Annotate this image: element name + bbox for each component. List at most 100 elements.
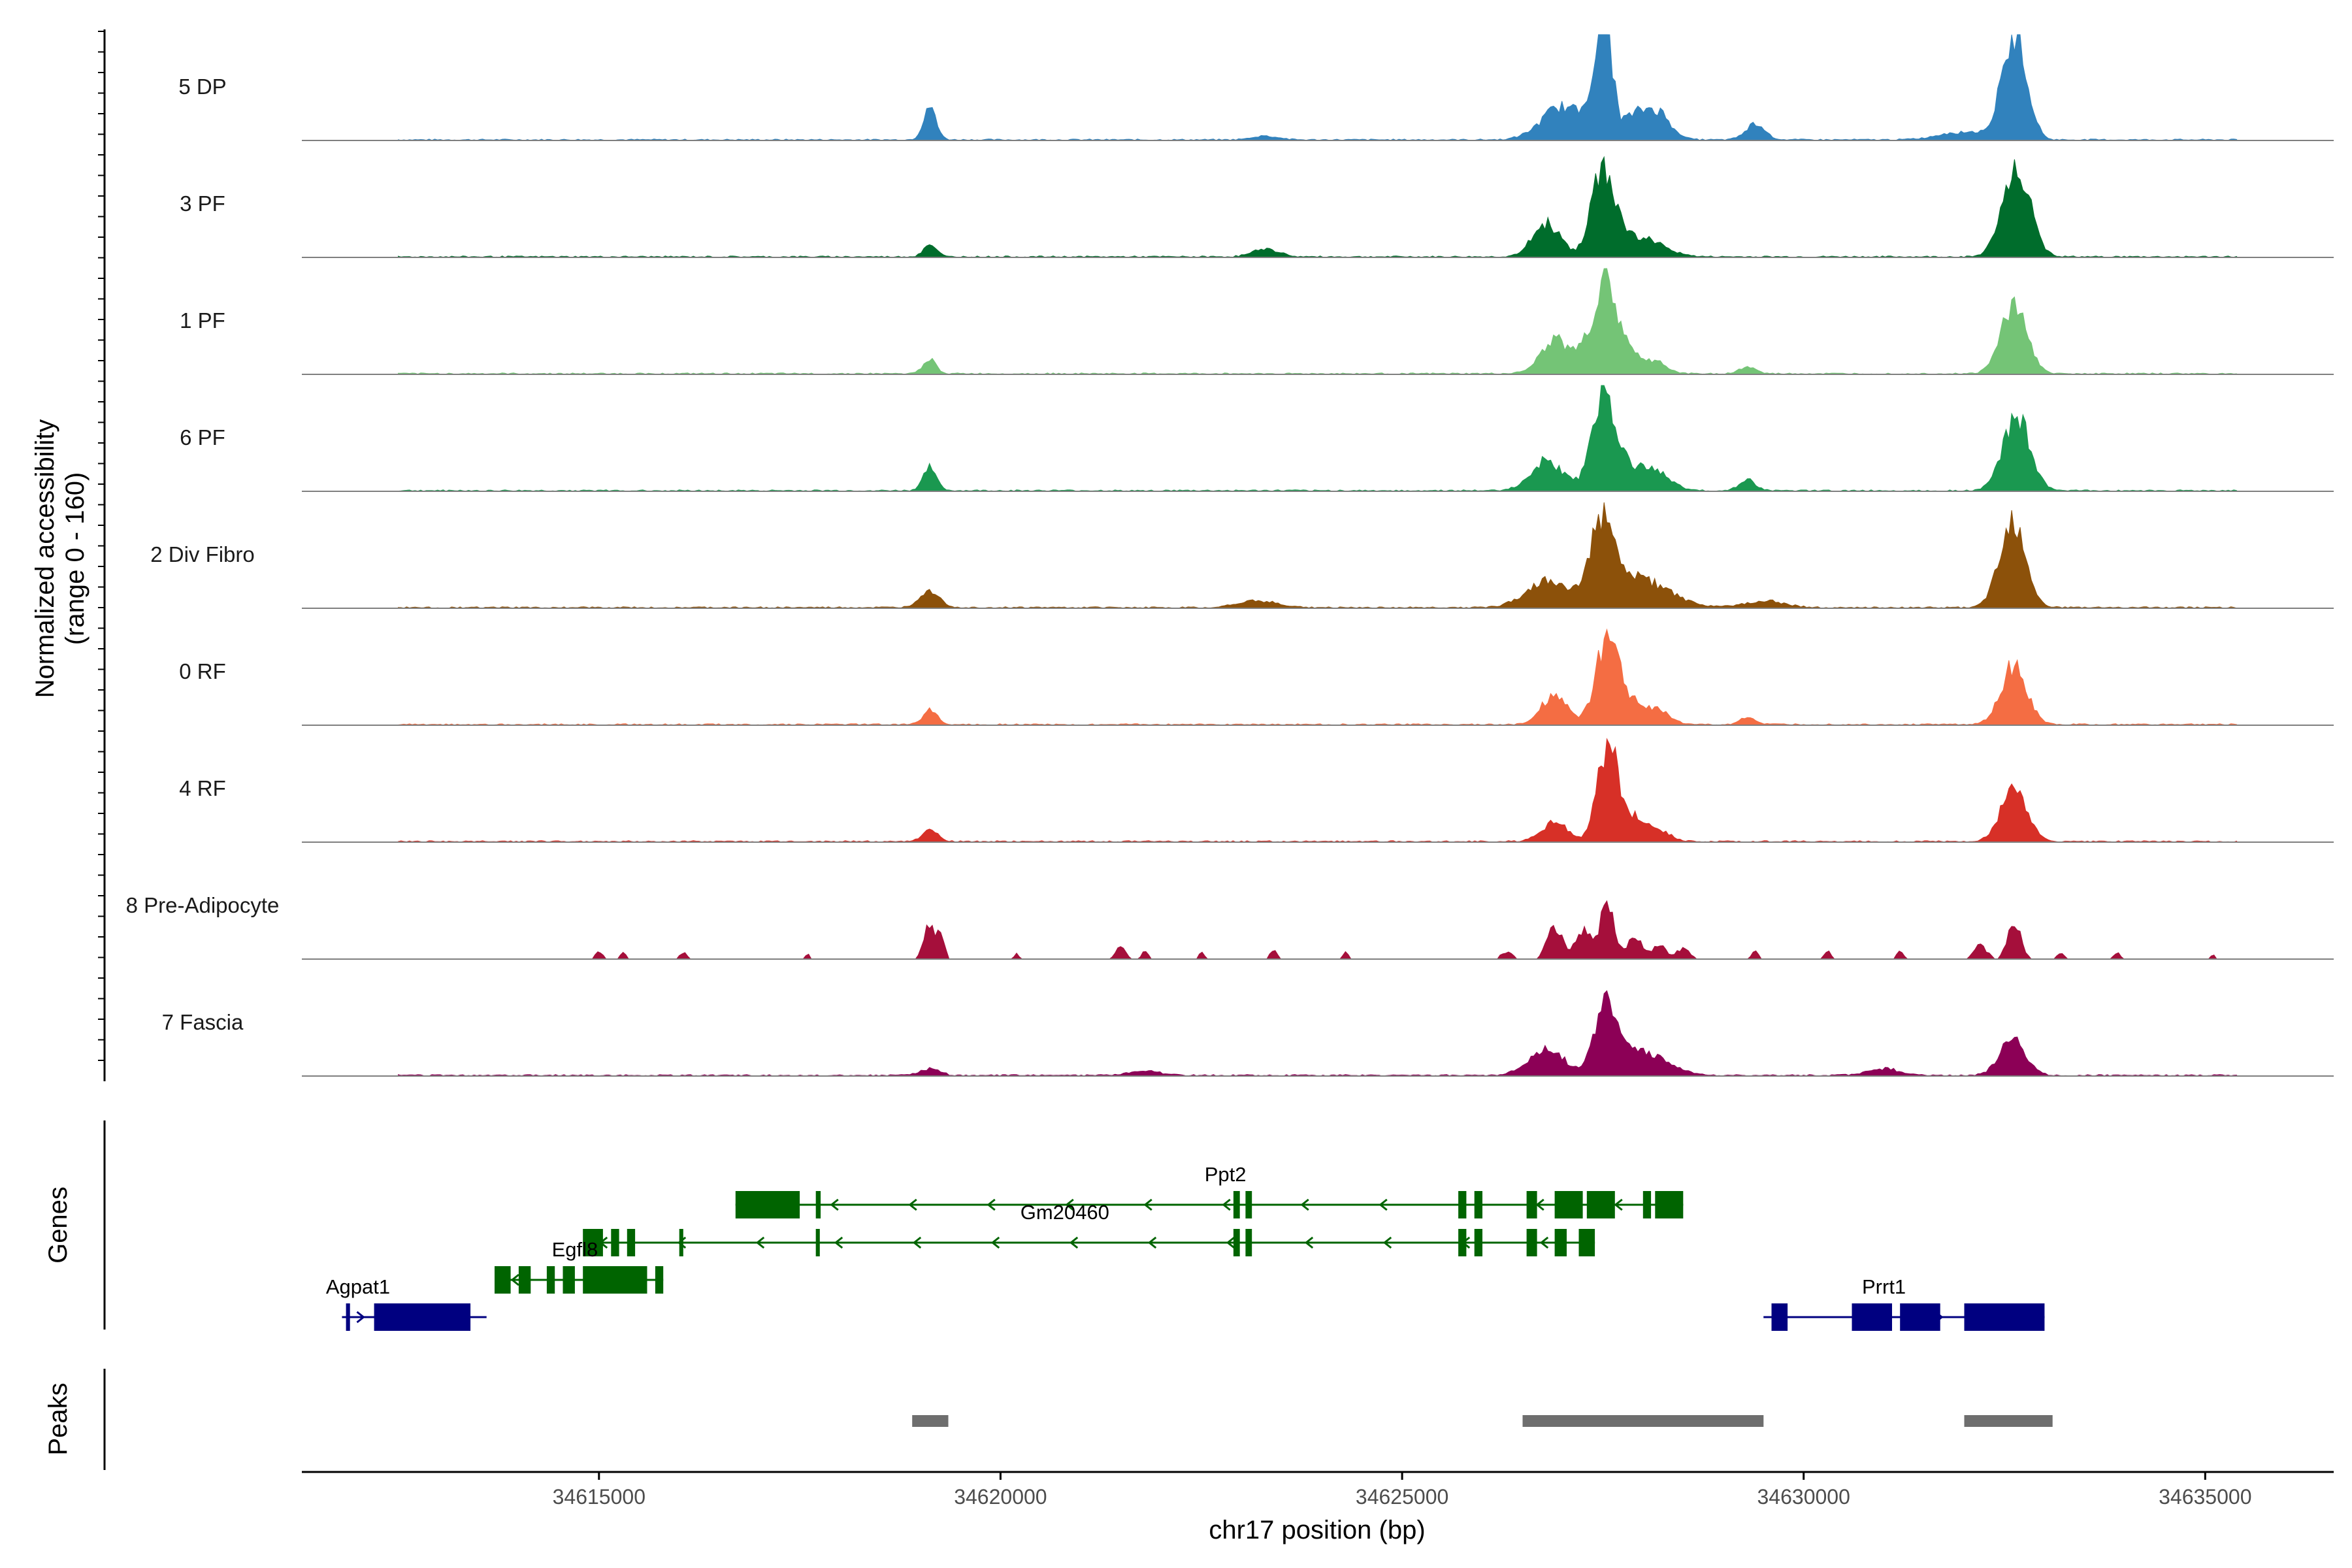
x-tick-label: 34635000 (2159, 1485, 2251, 1509)
coverage-tracks: 5 DP 3 PF 1 PF 6 PF 2 Div Fibro 0 RF 4 RF 8 Pre… (126, 34, 2334, 1077)
coverage-area (398, 385, 2238, 492)
gene-label: Ppt2 (1205, 1163, 1247, 1186)
strand-arrow (990, 1236, 1000, 1249)
strand-arrow (1069, 1236, 1079, 1249)
gene-exon (1245, 1229, 1252, 1256)
gene-exon (815, 1191, 821, 1218)
track-label: 2 Div Fibro (150, 542, 255, 566)
strand-arrow (1065, 1198, 1074, 1211)
peak-region (1522, 1415, 1764, 1427)
gene-label: Agpat1 (326, 1275, 390, 1298)
gene-exon (546, 1266, 555, 1294)
gene-annotations: Ppt2 Gm20460 Egfl8 Agpat1 Prrt1 (326, 1163, 2045, 1331)
track-label: 0 RF (179, 659, 226, 683)
peak-region (1964, 1415, 2053, 1427)
track-label: 8 Pre-Adipocyte (126, 893, 280, 917)
strand-arrow (908, 1198, 917, 1211)
gene-exon (495, 1266, 511, 1294)
track-6-pf: 6 PF (180, 385, 2334, 492)
x-tick-label: 34615000 (553, 1485, 645, 1509)
strand-arrow (912, 1236, 922, 1249)
gene-label: Prrt1 (1862, 1275, 1906, 1298)
strand-arrow (1143, 1198, 1152, 1211)
strand-arrow (1379, 1198, 1388, 1211)
track-0-rf: 0 RF (179, 628, 2334, 726)
x-tick-label: 34620000 (954, 1485, 1047, 1509)
coverage-area (398, 155, 2238, 258)
gene-exon (346, 1303, 350, 1331)
gene-exon (563, 1266, 575, 1294)
gene-prrt1: Prrt1 (1763, 1275, 2045, 1331)
gene-exon (655, 1266, 664, 1294)
strand-arrow (1226, 1236, 1235, 1249)
gene-exon (1900, 1303, 1940, 1331)
gene-exon (1458, 1191, 1467, 1218)
strand-arrow (510, 1273, 519, 1286)
track-5-dp: 5 DP (178, 34, 2334, 141)
x-tick-label: 34625000 (1356, 1485, 1448, 1509)
gene-exon (1526, 1229, 1537, 1256)
gene-exon (679, 1229, 683, 1256)
track-label: 1 PF (180, 308, 225, 333)
gene-exon (1642, 1191, 1652, 1218)
strand-arrow (1382, 1236, 1392, 1249)
gene-exon (627, 1229, 636, 1256)
gene-exon (1771, 1303, 1788, 1331)
gene-exon (735, 1191, 800, 1218)
gene-exon (1554, 1229, 1567, 1256)
x-axis-title: chr17 position (bp) (1209, 1516, 1425, 1544)
strand-arrow (830, 1198, 839, 1211)
track-label: 3 PF (180, 191, 225, 216)
coverage-area (398, 900, 2238, 960)
track-4-rf: 4 RF (179, 738, 2334, 843)
strand-arrow (1300, 1198, 1309, 1211)
gene-ppt2: Ppt2 (735, 1163, 1684, 1218)
x-tick-label: 34630000 (1757, 1485, 1850, 1509)
peaks-title: Peaks (44, 1382, 73, 1455)
track-7-fascia: 7 Fascia (162, 990, 2334, 1077)
gene-exon (1554, 1191, 1583, 1218)
track-label: 5 DP (178, 74, 226, 99)
gene-gm20460: Gm20460 (583, 1201, 1595, 1256)
strand-arrow (1535, 1198, 1544, 1211)
track-8-pre-adipocyte: 8 Pre-Adipocyte (126, 893, 2334, 960)
gene-label: Egfl8 (552, 1238, 598, 1261)
strand-arrow (1147, 1236, 1157, 1249)
gene-exon (1474, 1191, 1482, 1218)
gene-exon (1578, 1229, 1595, 1256)
gene-exon (583, 1266, 647, 1294)
gene-exon (1233, 1229, 1240, 1256)
track-label: 7 Fascia (162, 1010, 244, 1034)
coverage-area (398, 502, 2238, 609)
track-label: 4 RF (179, 776, 226, 800)
y-axis-title: Normalized accessibility (31, 419, 59, 698)
gene-exon (815, 1229, 820, 1256)
strand-arrow (1304, 1236, 1314, 1249)
gene-exon (1655, 1191, 1684, 1218)
strand-arrow (1222, 1198, 1231, 1211)
gene-agpat1: Agpat1 (326, 1275, 487, 1331)
coverage-area (398, 34, 2238, 141)
gene-exon (518, 1266, 531, 1294)
gene-exon (374, 1303, 471, 1331)
strand-arrow (834, 1236, 843, 1249)
gene-exon (1964, 1303, 2045, 1331)
coverage-area (398, 268, 2238, 375)
strand-arrow (356, 1311, 365, 1324)
track-1-pf: 1 PF (180, 268, 2334, 375)
coverage-area (398, 990, 2238, 1077)
gene-exon (1474, 1229, 1482, 1256)
y-axis-range: (range 0 - 160) (61, 472, 90, 645)
strand-arrow (677, 1236, 687, 1249)
gene-egfl8: Egfl8 (495, 1238, 664, 1294)
gene-exon (611, 1229, 619, 1256)
strand-arrow (1614, 1198, 1623, 1211)
track-2-div-fibro: 2 Div Fibro (150, 502, 2334, 609)
gene-exon (1233, 1191, 1240, 1218)
strand-arrow (755, 1236, 765, 1249)
track-label: 6 PF (180, 425, 225, 449)
track-3-pf: 3 PF (180, 155, 2334, 258)
gene-exon (1526, 1191, 1537, 1218)
peak-region (912, 1415, 949, 1427)
